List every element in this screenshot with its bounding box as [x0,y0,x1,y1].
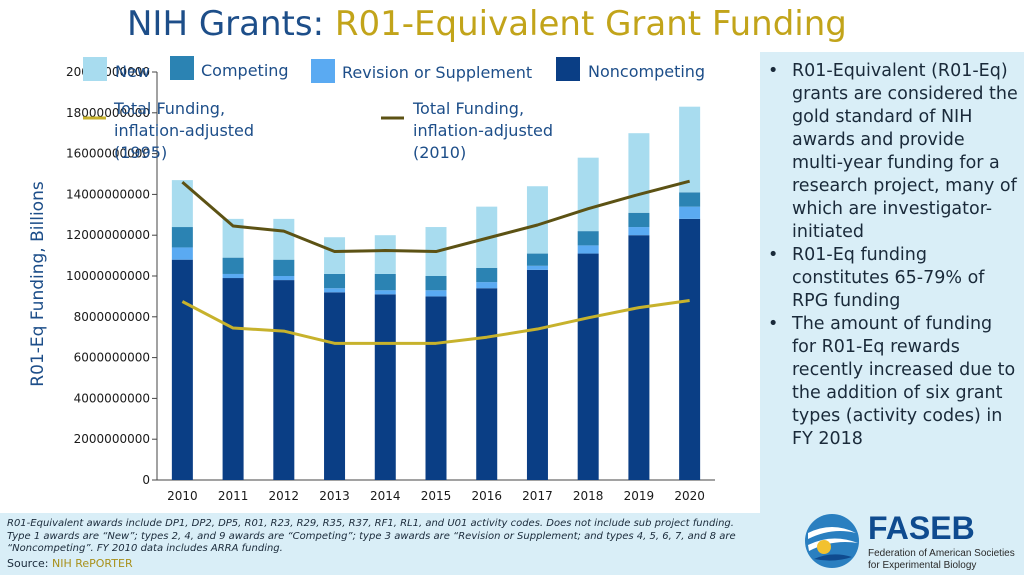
x-tick-label: 2017 [522,489,553,503]
bullet-list: R01-Equivalent (R01-Eq) grants are consi… [768,60,1018,451]
source: Source: NIH RePORTER [7,557,133,570]
x-tick-label: 2015 [421,489,452,503]
bar-new [628,133,650,213]
bar-revision [171,247,193,260]
faseb-globe-icon [805,514,859,568]
legend-label-noncompeting: Noncompeting [588,62,705,81]
bar-noncompeting [577,253,599,480]
bar-noncompeting [476,288,498,480]
bar-revision [476,282,498,289]
logo-line2: for Experimental Biology [868,560,976,571]
bullet-item: The amount of funding for R01-Eq rewards… [768,313,1018,451]
bar-revision [273,276,295,281]
bar-competing [425,276,447,291]
bar-new [222,218,244,258]
bullet-item: R01-Eq funding constitutes 65-79% of RPG… [768,244,1018,313]
bar-competing [526,253,548,266]
bar-new [679,106,701,193]
bar-new [324,237,346,274]
legend-label-total_1995: (1995) [114,143,167,162]
bar-noncompeting [628,235,650,480]
bar-new [374,235,396,274]
x-tick-label: 2012 [269,489,300,503]
bar-competing [273,259,295,276]
y-tick-label: 18000000000 [66,106,150,120]
line-total_1995 [181,298,690,345]
bar-noncompeting [273,280,295,480]
legend-label-total_1995: Total Funding, [113,99,225,118]
y-tick-label: 16000000000 [66,147,150,161]
bar-new [273,218,295,260]
legend-swatch-revision [311,59,335,83]
bar-new [577,157,599,232]
legend-label-revision: Revision or Supplement [342,63,532,82]
bar-revision [222,273,244,279]
bar-noncompeting [324,292,346,480]
legend-label-total_2010: inflation-adjusted [413,121,553,140]
y-tick-label: 4000000000 [74,391,150,405]
y-tick-label: 6000000000 [74,351,150,365]
y-tick-label: 12000000000 [66,228,150,242]
bar-revision [628,227,650,236]
bar-noncompeting [222,278,244,480]
bar-revision [526,265,548,270]
bar-competing [222,257,244,274]
x-tick-label: 2014 [370,489,401,503]
bar-new [526,186,548,254]
bar-revision [679,206,701,219]
source-name: NIH RePORTER [51,557,133,570]
legend-swatch-new [83,57,107,81]
y-tick-label: 0 [142,473,150,487]
bar-new [171,180,193,228]
bar-noncompeting [374,294,396,480]
bar-revision [324,288,346,293]
x-tick-label: 2013 [319,489,350,503]
legend-swatch-noncompeting [556,57,580,81]
bar-revision [577,245,599,254]
faseb-logo: FASEB Federation of American Societies f… [805,510,1015,571]
bullet-item: R01-Equivalent (R01-Eq) grants are consi… [768,60,1018,244]
legend-label-competing: Competing [201,61,289,80]
logo-name: FASEB [868,510,975,546]
x-tick-label: 2016 [471,489,502,503]
bar-competing [374,273,396,291]
bar-competing [577,231,599,246]
bar-noncompeting [679,218,701,480]
title-prefix: NIH Grants: [127,4,335,44]
bar-competing [628,212,650,228]
bar-competing [679,192,701,207]
bar-revision [425,290,447,297]
y-tick-label: 14000000000 [66,187,150,201]
legend-label-total_2010: Total Funding, [412,99,524,118]
bar-revision [374,290,396,295]
y-axis-label: R01-Eq Funding, Billions [28,181,48,387]
x-tick-label: 2010 [167,489,198,503]
legend-label-total_1995: inflation-adjusted [114,121,254,140]
legend-label-total_2010: (2010) [413,143,466,162]
bar-competing [476,267,498,283]
x-tick-label: 2019 [624,489,655,503]
bar-competing [324,273,346,289]
y-tick-label: 8000000000 [74,310,150,324]
x-tick-label: 2020 [674,489,705,503]
x-tick-label: 2018 [573,489,604,503]
footnote: R01-Equivalent awards include DP1, DP2, … [7,518,736,554]
line-total_2010 [181,179,691,254]
legend-label-new: New [115,62,150,81]
page-title: NIH Grants: R01-Equivalent Grant Funding [127,4,847,44]
y-tick-label: 2000000000 [74,432,150,446]
title-accent: R01-Equivalent Grant Funding [334,4,847,44]
source-label: Source: [7,557,52,570]
x-tick-label: 2011 [218,489,249,503]
logo-line1: Federation of American Societies [868,548,1015,559]
chart: 0 2000000000 4000000000 6000000000 800000000… [28,56,715,503]
footnote-box [0,513,760,575]
bar-noncompeting [425,296,447,480]
bar-noncompeting [171,259,193,480]
bar-noncompeting [526,269,548,480]
legend-swatch-competing [170,56,194,80]
bar-competing [171,227,193,248]
y-tick-label: 10000000000 [66,269,150,283]
